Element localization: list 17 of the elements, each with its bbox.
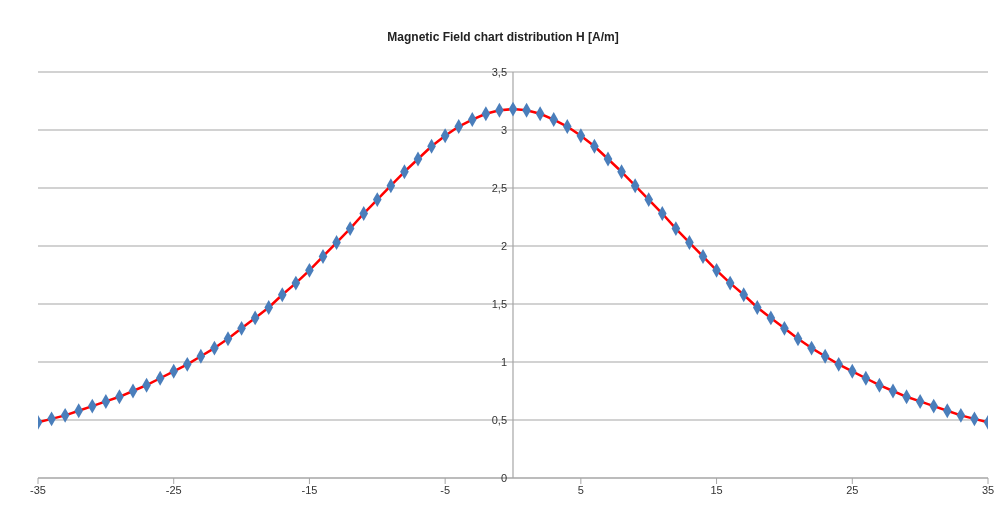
y-tick-label: 2 [500, 240, 507, 252]
y-tick-label: 2,5 [491, 182, 507, 194]
x-tick-label: 35 [981, 483, 995, 496]
x-tick-label: 5 [577, 483, 584, 496]
y-tick-label: 1,5 [491, 298, 507, 310]
y-tick-label: 1 [500, 356, 507, 368]
y-tick-label: 3 [500, 124, 507, 136]
x-tick-label: -15 [301, 483, 318, 496]
y-tick-label: 0,5 [491, 414, 507, 426]
x-tick-label: -5 [440, 483, 451, 496]
y-tick-label: 0 [500, 472, 507, 484]
chart-title: Magnetic Field chart distribution H [A/m] [386, 30, 620, 44]
y-tick-label: 3,5 [491, 66, 507, 78]
x-tick-label: -35 [30, 483, 46, 496]
x-tick-label: 15 [710, 483, 723, 496]
x-tick-label: 25 [846, 483, 859, 496]
x-tick-label: -25 [165, 483, 182, 496]
